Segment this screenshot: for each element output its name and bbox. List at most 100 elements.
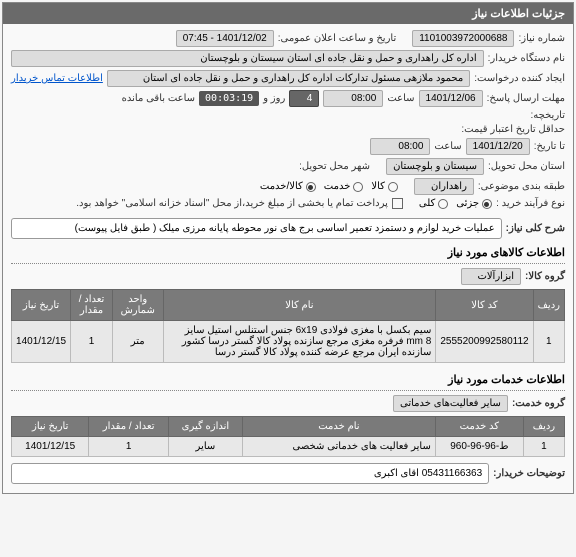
row-validity2: تا تاریخ: 1401/12/20 ساعت 08:00 [11, 138, 565, 155]
radio-full-label: کلی [419, 198, 435, 209]
services-row[interactable]: 1 ط-96-96-960 سایر فعالیت های خدماتی شخص… [12, 437, 565, 457]
category-value: راهداران [414, 178, 474, 195]
row-goods-group: گروه کالا: ابزارآلات [11, 268, 565, 285]
radio-goods[interactable]: کالا [371, 181, 398, 192]
row-requester: ایجاد کننده درخواست: محمود ملازهی مسئول … [11, 70, 565, 87]
cell-date: 1401/12/15 [12, 437, 89, 457]
cell-qty: 1 [71, 321, 113, 363]
validity-label: حداقل تاریخ اعتبار قیمت: [461, 124, 565, 135]
th-date: تاریخ نیاز [12, 417, 89, 437]
scope-radio-group: جزئی کلی [419, 198, 492, 209]
validity-date: 1401/12/20 [466, 138, 530, 155]
reply-date: 1401/12/06 [419, 90, 483, 107]
radio-full[interactable]: کلی [419, 198, 448, 209]
radio-dot-icon [353, 182, 363, 192]
row-buyer-notes: توضیحات خریدار: 05431166363 اقای اکبری [11, 463, 565, 484]
cell-qty: 1 [89, 437, 168, 457]
deadline-label: مهلت ارسال پاسخ: [487, 93, 565, 104]
panel-body: شماره نیاز: 1101003972000688 تاریخ و ساع… [3, 24, 573, 493]
goods-table: ردیف کد کالا نام کالا واحد شمارش تعداد /… [11, 289, 565, 363]
summary-text: عملیات خرید لوازم و دستمزد تعمیر اساسی ب… [11, 218, 502, 239]
row-province: استان محل تحویل: سیستان و بلوچستان شهر م… [11, 158, 565, 175]
payment-note: پرداخت تمام یا بخشی از مبلغ خرید،از محل … [76, 198, 388, 209]
cell-code: ط-96-96-960 [435, 437, 523, 457]
time-label-2: ساعت [434, 141, 461, 152]
service-group-value: سایر فعالیت‌های خدماتی [393, 395, 508, 412]
buyer-notes-text: 05431166363 اقای اکبری [11, 463, 489, 484]
announce-label: تاریخ و ساعت اعلان عمومی: [278, 33, 397, 44]
th-qty: تعداد / مقدار [89, 417, 168, 437]
days-left: 4 [289, 90, 319, 107]
radio-dot-icon [482, 199, 492, 209]
validity-time: 08:00 [370, 138, 430, 155]
th-meter: اندازه گیری [168, 417, 242, 437]
treasury-checkbox[interactable] [392, 198, 403, 209]
row-service-group: گروه خدمت: سایر فعالیت‌های خدماتی [11, 395, 565, 412]
type-radio-group: کالا خدمت کالا/خدمت [260, 181, 398, 192]
th-row: ردیف [533, 290, 564, 321]
th-row: ردیف [523, 417, 564, 437]
radio-dot-icon [306, 182, 316, 192]
row-deadline: مهلت ارسال پاسخ: 1401/12/06 ساعت 08:00 4… [11, 90, 565, 107]
service-group-label: گروه خدمت: [512, 398, 565, 409]
buyer-org-label: نام دستگاه خریدار: [488, 53, 565, 64]
validity-label2: تا تاریخ: [534, 141, 565, 152]
radio-service-label: خدمت [324, 181, 351, 192]
buyer-org-value: اداره کل راهداری و حمل و نقل جاده ای است… [11, 50, 484, 67]
day-label: روز و [263, 93, 285, 104]
th-code: کد کالا [436, 290, 533, 321]
radio-dot-icon [388, 182, 398, 192]
services-table: ردیف کد خدمت نام خدمت اندازه گیری تعداد … [11, 416, 565, 457]
reply-time: 08:00 [323, 90, 383, 107]
requester-label: ایجاد کننده درخواست: [474, 73, 565, 84]
need-no-value: 1101003972000688 [412, 30, 514, 47]
radio-partial-label: جزئی [456, 198, 479, 209]
announce-value: 1401/12/02 - 07:45 [176, 30, 274, 47]
history-label: تاریخچه: [531, 110, 566, 121]
radio-dot-icon [438, 199, 448, 209]
panel-title: جزئیات اطلاعات نیاز [3, 3, 573, 24]
row-need-no: شماره نیاز: 1101003972000688 تاریخ و ساع… [11, 30, 565, 47]
cell-code: 2555200992580112 [436, 321, 533, 363]
need-no-label: شماره نیاز: [518, 33, 565, 44]
th-name: نام خدمت [242, 417, 435, 437]
radio-partial[interactable]: جزئی [456, 198, 492, 209]
row-history: تاریخچه: [11, 110, 565, 121]
services-head-row: ردیف کد خدمت نام خدمت اندازه گیری تعداد … [12, 417, 565, 437]
buyer-notes-label: توضیحات خریدار: [493, 468, 565, 479]
province-value: سیستان و بلوچستان [386, 158, 484, 175]
radio-goods-label: کالا [371, 181, 385, 192]
th-date: تاریخ نیاز [12, 290, 71, 321]
cell-idx: 1 [533, 321, 564, 363]
goods-head-row: ردیف کد کالا نام کالا واحد شمارش تعداد /… [12, 290, 565, 321]
th-unit: واحد شمارش [112, 290, 163, 321]
cell-idx: 1 [523, 437, 564, 457]
goods-row[interactable]: 1 2555200992580112 سیم بکسل با مغزی فولا… [12, 321, 565, 363]
time-label-1: ساعت [387, 93, 414, 104]
purchase-type-label: نوع فرآیند خرید : [496, 198, 565, 209]
radio-both[interactable]: کالا/خدمت [260, 181, 316, 192]
th-code: کد خدمت [435, 417, 523, 437]
countdown: 00:03:19 [199, 91, 259, 106]
summary-label: شرح کلی نیاز: [506, 223, 565, 234]
radio-service[interactable]: خدمت [324, 181, 364, 192]
row-validity: حداقل تاریخ اعتبار قیمت: [11, 124, 565, 135]
province-label: استان محل تحویل: [488, 161, 565, 172]
city-label: شهر محل تحویل: [299, 161, 370, 172]
th-qty: تعداد / مقدار [71, 290, 113, 321]
th-name: نام کالا [163, 290, 436, 321]
contact-link[interactable]: اطلاعات تماس خریدار [11, 73, 103, 84]
services-section-title: اطلاعات خدمات مورد نیاز [11, 369, 565, 391]
cell-meter: سایر [168, 437, 242, 457]
row-buyer-org: نام دستگاه خریدار: اداره کل راهداری و حم… [11, 50, 565, 67]
cell-name: سیم بکسل با مغزی فولادی 6x19 جنس استنلس … [163, 321, 436, 363]
cell-date: 1401/12/15 [12, 321, 71, 363]
row-summary: شرح کلی نیاز: عملیات خرید لوازم و دستمزد… [11, 218, 565, 239]
row-category: طبقه بندی موضوعی: راهداران کالا خدمت کال… [11, 178, 565, 195]
goods-section-title: اطلاعات کالاهای مورد نیاز [11, 242, 565, 264]
details-panel: جزئیات اطلاعات نیاز شماره نیاز: 11010039… [2, 2, 574, 494]
category-label: طبقه بندی موضوعی: [478, 181, 565, 192]
goods-group-label: گروه کالا: [525, 271, 565, 282]
cell-unit: متر [112, 321, 163, 363]
row-purchase-type: نوع فرآیند خرید : جزئی کلی پرداخت تمام ی… [11, 198, 565, 209]
